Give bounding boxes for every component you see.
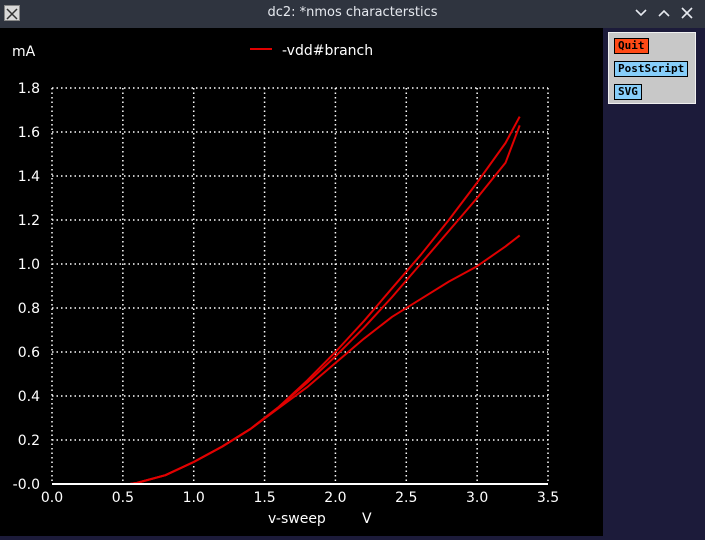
y-tick-label: 1.2 (18, 213, 40, 229)
y-tick-label: 0.8 (18, 301, 40, 317)
legend-label: -vdd#branch (282, 43, 373, 59)
x-tick-label: 1.5 (253, 490, 275, 506)
x-tick-label: 3.5 (537, 490, 559, 506)
y-tick-label: 1.8 (18, 81, 40, 97)
x-tick-label: 0.5 (112, 490, 134, 506)
window-title: dc2: *nmos characterstics (267, 5, 438, 20)
title-bar: dc2: *nmos characterstics (0, 0, 705, 28)
tick-labels: 0.0 0.5 1.0 1.5 2.0 2.5 3.0 3.5 -0.0 0.2 0.4 0.6 0.8… (13, 81, 559, 506)
close-icon[interactable] (677, 3, 697, 23)
y-tick-label: 1.4 (18, 169, 40, 185)
y-tick-label: -0.0 (13, 477, 40, 493)
grid (51, 87, 549, 485)
x-axis-label: v-sweep (268, 511, 326, 527)
plot-area[interactable]: 0.0 0.5 1.0 1.5 2.0 2.5 3.0 3.5 -0.0 0.2 0.4 0.6 0.8… (0, 28, 603, 536)
y-tick-label: 0.2 (18, 433, 40, 449)
postscript-button[interactable]: PostScript (614, 61, 689, 77)
side-panel: Quit PostScript SVG (608, 32, 696, 104)
chevron-up-icon[interactable] (654, 3, 674, 23)
y-tick-label: 1.6 (18, 125, 40, 141)
app-icon (4, 5, 20, 21)
y-unit-label: mA (12, 44, 36, 60)
x-tick-label: 3.0 (466, 490, 488, 506)
x-tick-label: 2.5 (395, 490, 417, 506)
chart: 0.0 0.5 1.0 1.5 2.0 2.5 3.0 3.5 -0.0 0.2 0.4 0.6 0.8… (12, 43, 559, 527)
y-tick-label: 0.6 (18, 345, 40, 361)
y-tick-label: 1.0 (18, 257, 40, 273)
chevron-down-icon[interactable] (631, 3, 651, 23)
x-tick-label: 2.0 (324, 490, 346, 506)
svg-button[interactable]: SVG (614, 84, 642, 100)
x-tick-label: 0.0 (41, 490, 63, 506)
y-tick-label: 0.4 (18, 389, 40, 405)
x-axis-unit: V (362, 511, 372, 527)
x-tick-label: 1.0 (183, 490, 205, 506)
quit-button[interactable]: Quit (614, 38, 649, 54)
